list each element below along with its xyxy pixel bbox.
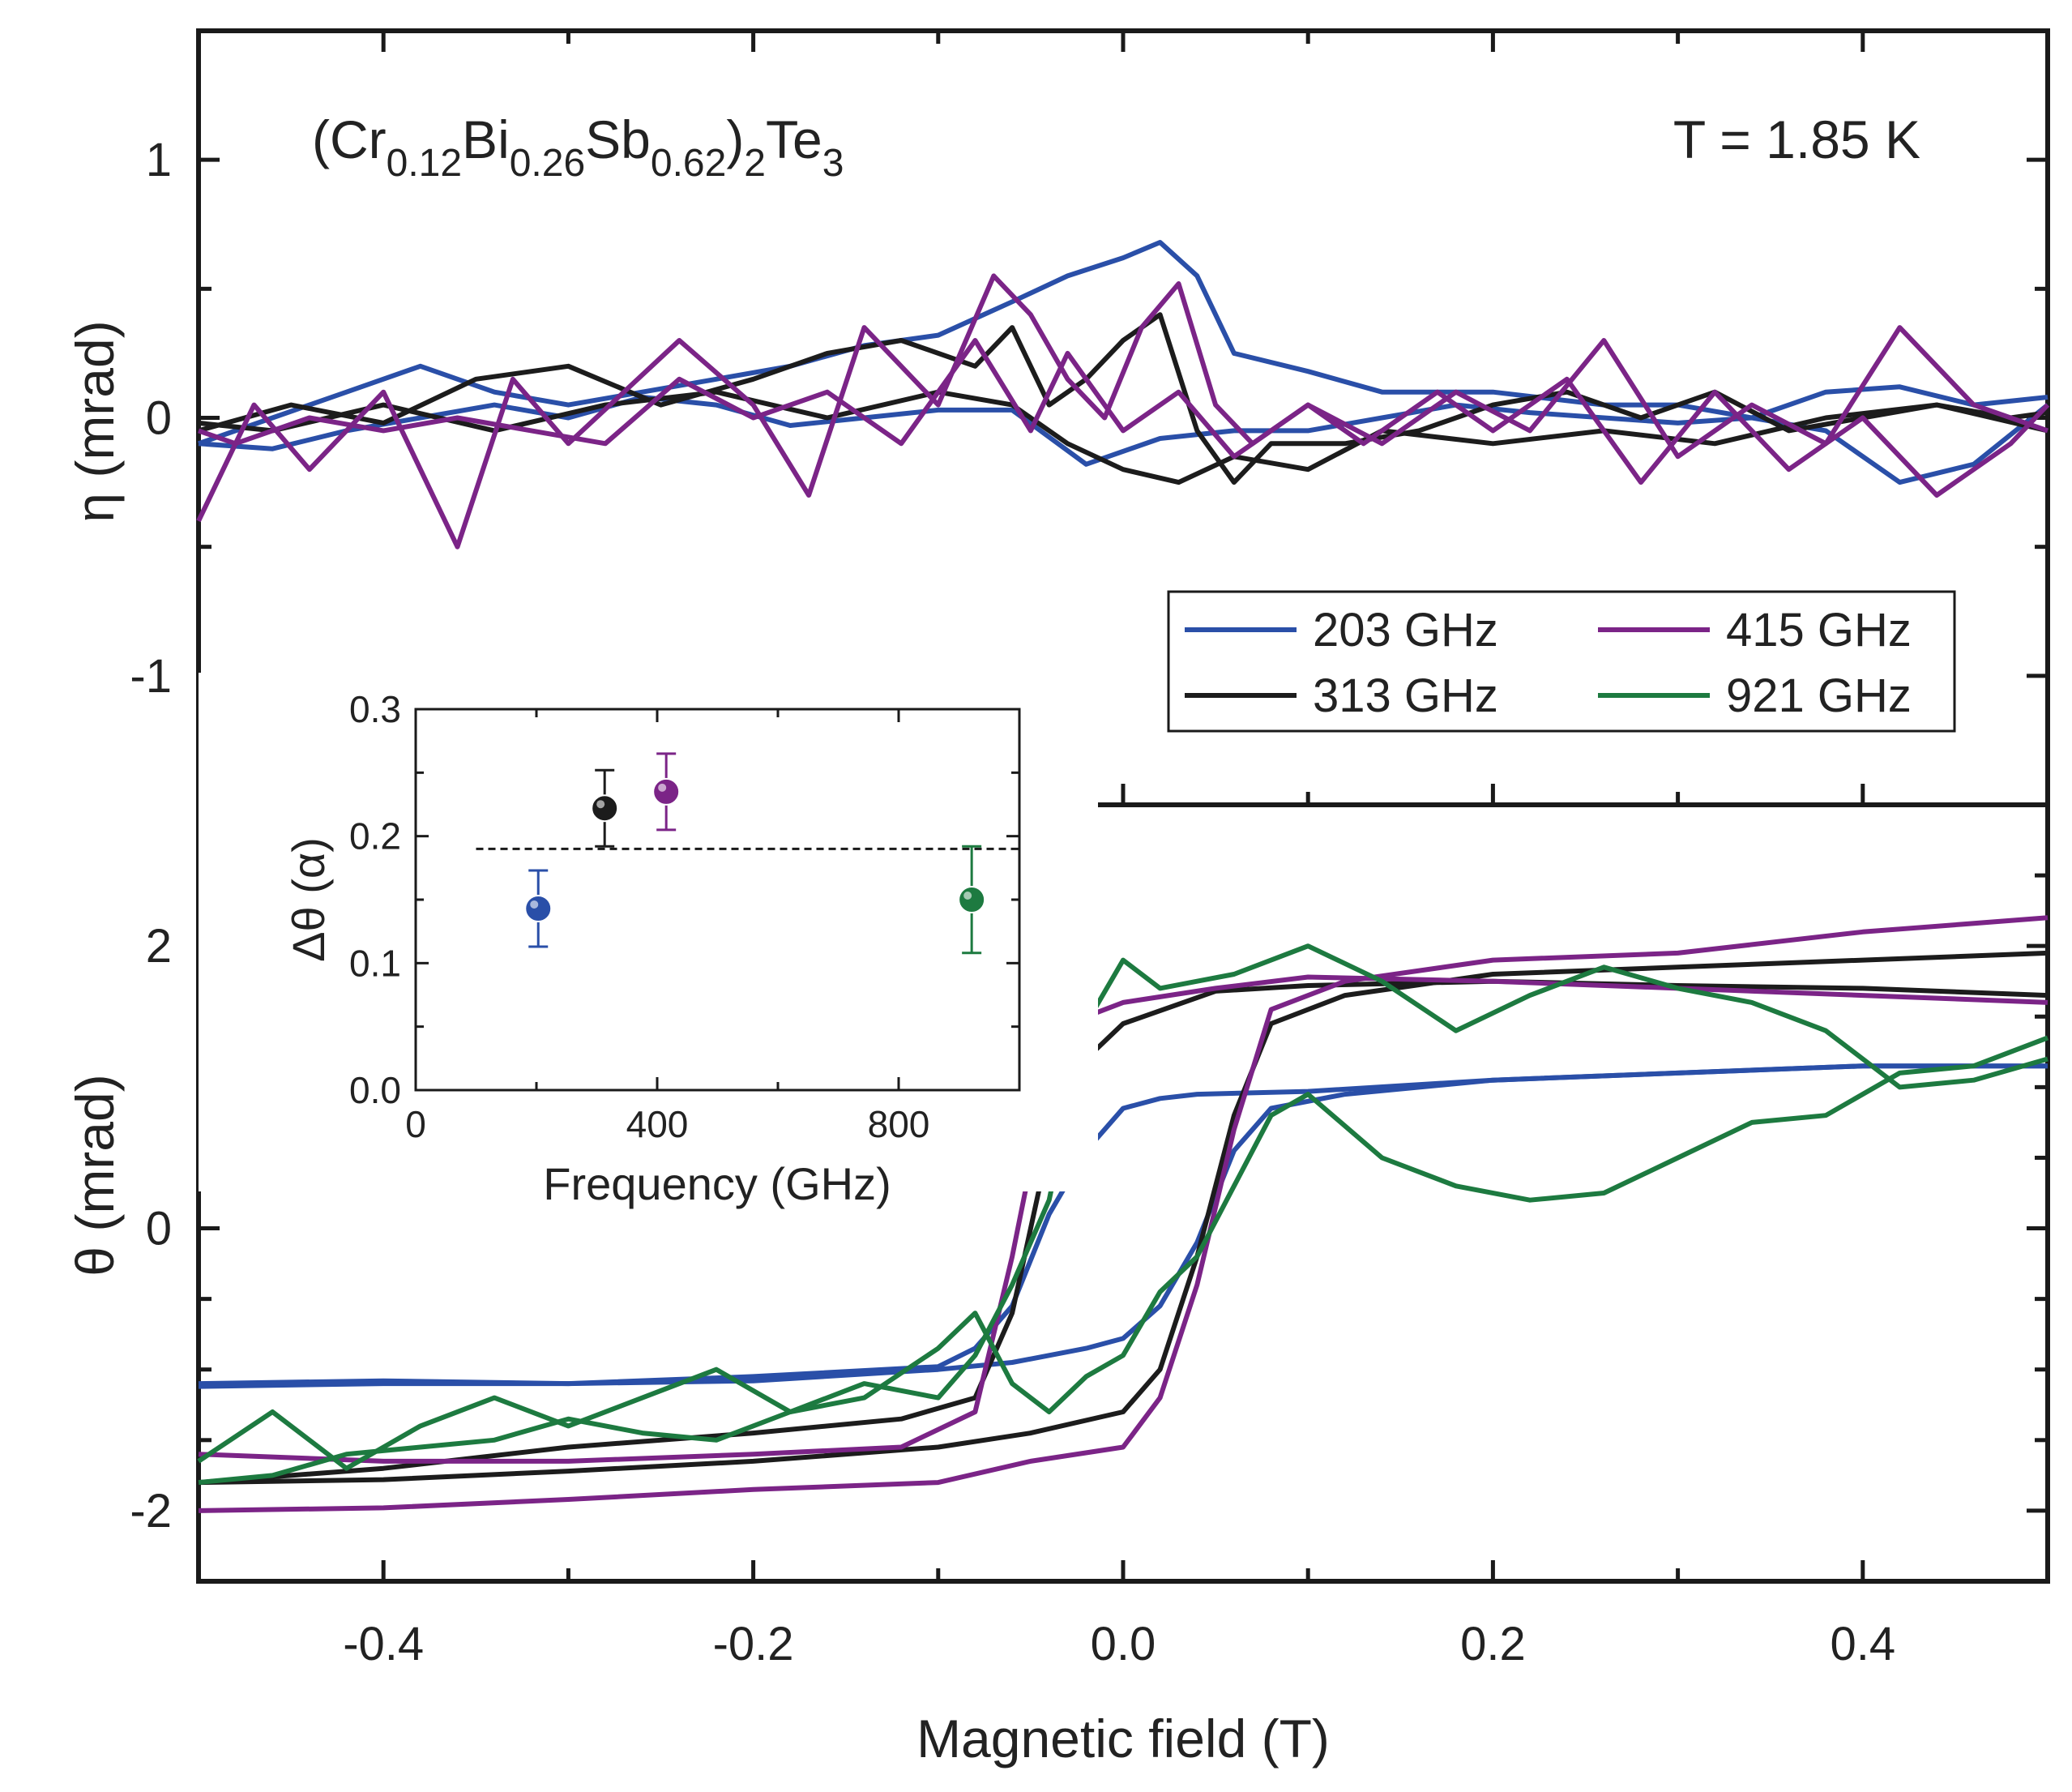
top-series-313-ghz (198, 312, 2049, 485)
x-tick-label: -0.2 (713, 1618, 794, 1670)
temperature-label: T = 1.85 K (1673, 109, 1920, 169)
x-tick-labels: -0.4 -0.2 0.0 0.2 0.4 (343, 1618, 1895, 1670)
bottom-series-921-ghz-down (198, 943, 2049, 1486)
top-y-tick-label: -1 (130, 650, 172, 703)
inset-y-tick-label: 0.1 (349, 942, 401, 984)
inset-y-tick-label: 0.0 (349, 1069, 401, 1111)
x-tick-label: 0.2 (1460, 1618, 1526, 1670)
inset: 0 400 800 0.0 0.1 0.2 0.3 Frequency (GHz) Δθ (… (199, 673, 1098, 1209)
inset-frame (414, 708, 1021, 1092)
inset-marks (476, 752, 1019, 955)
formula-close: ) (726, 109, 744, 169)
top-series-415-ghz (196, 273, 2050, 550)
legend-label-415: 415 GHz (1726, 604, 1912, 656)
legend: 203 GHz 415 GHz 313 GHz 921 GHz (1167, 590, 1956, 733)
bottom-series-921-ghz-up (197, 1035, 2049, 1471)
inset-point-203-ghz (524, 894, 553, 922)
formula-bi-sub: 0.26 (510, 142, 585, 185)
inset-x-axis-title: Frequency (GHz) (543, 1158, 891, 1209)
top-y-axis-title: η (mrad) (65, 320, 125, 522)
inset-point-highlight-203-ghz (530, 900, 539, 909)
formula-bi: Bi (462, 109, 510, 169)
legend-box (1167, 590, 1956, 733)
x-tick-label: -0.4 (343, 1618, 424, 1670)
inset-y-tick-label: 0.3 (349, 688, 401, 730)
inset-point-921-ghz (958, 886, 986, 913)
inset-point-415-ghz (652, 777, 681, 806)
bottom-series-313-ghz-up (198, 950, 2049, 1486)
top-y-tick-label: 1 (146, 134, 172, 186)
inset-x-tick-label: 800 (868, 1103, 930, 1145)
x-tick-label: 0.4 (1830, 1618, 1895, 1670)
bottom-y-tick-label: -2 (130, 1485, 172, 1538)
legend-label-203: 203 GHz (1313, 604, 1498, 656)
x-axis-title: Magnetic field (T) (916, 1709, 1330, 1768)
legend-label-313: 313 GHz (1313, 669, 1498, 722)
inset-point-highlight-921-ghz (963, 892, 972, 900)
bottom-series-415-ghz-up (198, 915, 2049, 1513)
bottom-y-tick-label: 2 (146, 920, 172, 973)
inset-point-highlight-415-ghz (658, 783, 667, 792)
x-tick-label: 0.0 (1091, 1618, 1156, 1670)
top-series-313-ghz-return (198, 389, 2049, 485)
inset-x-tick-label: 400 (626, 1103, 689, 1145)
top-series-203-ghz (198, 240, 2049, 447)
top-series-415-ghz-return (198, 325, 2049, 460)
bottom-y-axis-title: θ (mrad) (65, 1074, 125, 1276)
formula-open: (Cr (312, 109, 387, 169)
top-y-tick-label: 0 (146, 392, 172, 445)
inset-point-313-ghz (591, 794, 619, 823)
inset-x-tick-label: 0 (405, 1103, 426, 1145)
formula-close-sub: 2 (744, 142, 766, 185)
inset-y-axis-title: Δθ (α) (283, 837, 334, 962)
bottom-y-tick-label: 0 (146, 1203, 172, 1255)
formula-te: Te (766, 109, 822, 169)
top-panel-series (196, 240, 2050, 550)
formula-te-sub: 3 (822, 142, 844, 185)
inset-point-highlight-313-ghz (596, 800, 605, 809)
compound-formula: (Cr0.12Bi0.26Sb0.62)2Te3 (312, 109, 844, 185)
formula-sb: Sb (585, 109, 651, 169)
formula-cr-sub: 0.12 (387, 142, 462, 185)
legend-label-921: 921 GHz (1726, 669, 1912, 722)
inset-ticks: 0 400 800 0.0 0.1 0.2 0.3 (349, 688, 1021, 1145)
inset-y-tick-label: 0.2 (349, 815, 401, 858)
formula-sb-sub: 0.62 (651, 142, 726, 185)
